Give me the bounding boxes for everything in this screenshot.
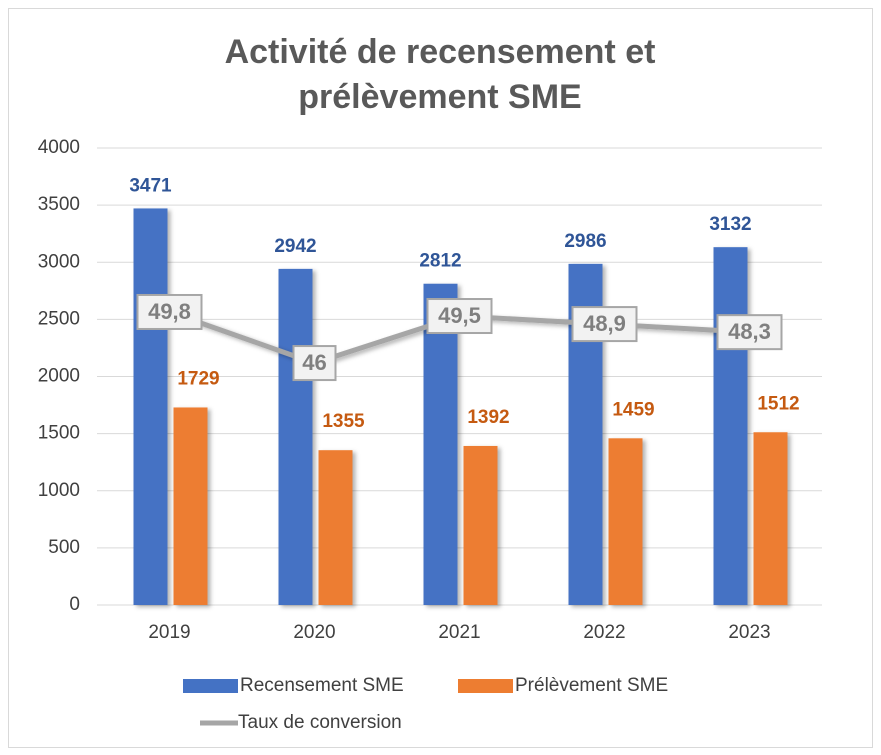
data-label-box xyxy=(426,298,493,335)
bar xyxy=(278,268,313,605)
data-label: 46 xyxy=(302,350,326,375)
data-label-box xyxy=(136,293,203,330)
y-tick-label: 3500 xyxy=(38,194,80,215)
bar xyxy=(608,438,643,605)
bar xyxy=(753,432,788,605)
x-tick-label: 2020 xyxy=(293,622,335,643)
y-tick-label: 4000 xyxy=(38,137,80,158)
legend-label: Taux de conversion xyxy=(238,712,402,733)
legend-label: Recensement SME xyxy=(240,675,404,696)
bar xyxy=(318,450,353,605)
y-tick-label: 1500 xyxy=(38,423,80,444)
y-tick-label: 1000 xyxy=(38,480,80,501)
data-label: 3132 xyxy=(709,214,751,235)
data-label-box xyxy=(716,314,783,351)
x-tick-label: 2023 xyxy=(728,622,770,643)
y-tick-label: 500 xyxy=(48,537,80,558)
bar xyxy=(713,247,748,605)
bar xyxy=(463,445,498,605)
legend-swatch xyxy=(183,679,238,693)
data-label-box xyxy=(571,306,638,343)
bar xyxy=(423,283,458,605)
y-tick-label: 3000 xyxy=(38,251,80,272)
data-label-box xyxy=(292,345,337,382)
data-label: 1729 xyxy=(177,368,219,389)
data-label: 49,8 xyxy=(148,299,191,324)
x-tick-label: 2021 xyxy=(438,622,480,643)
bar xyxy=(173,407,208,605)
data-label: 48,9 xyxy=(583,311,626,336)
legend-label: Prélèvement SME xyxy=(515,675,668,696)
data-label: 1392 xyxy=(467,407,509,428)
bar xyxy=(133,208,168,606)
x-tick-label: 2022 xyxy=(583,622,625,643)
data-label: 48,3 xyxy=(728,319,771,344)
data-label: 1459 xyxy=(612,399,654,420)
data-label: 1512 xyxy=(757,393,799,414)
y-tick-label: 2000 xyxy=(38,366,80,387)
data-label: 3471 xyxy=(129,175,172,196)
data-label: 2986 xyxy=(564,231,606,252)
chart-title: Activité de recensement et prélèvement S… xyxy=(224,33,656,116)
y-tick-label: 2500 xyxy=(38,308,80,329)
data-label: 49,5 xyxy=(438,303,481,328)
x-tick-label: 2019 xyxy=(148,622,190,643)
data-label: 2942 xyxy=(274,236,316,257)
data-label: 2812 xyxy=(419,251,461,272)
y-tick-label: 0 xyxy=(69,594,80,615)
data-label: 1355 xyxy=(322,411,365,432)
legend-swatch xyxy=(458,679,513,693)
